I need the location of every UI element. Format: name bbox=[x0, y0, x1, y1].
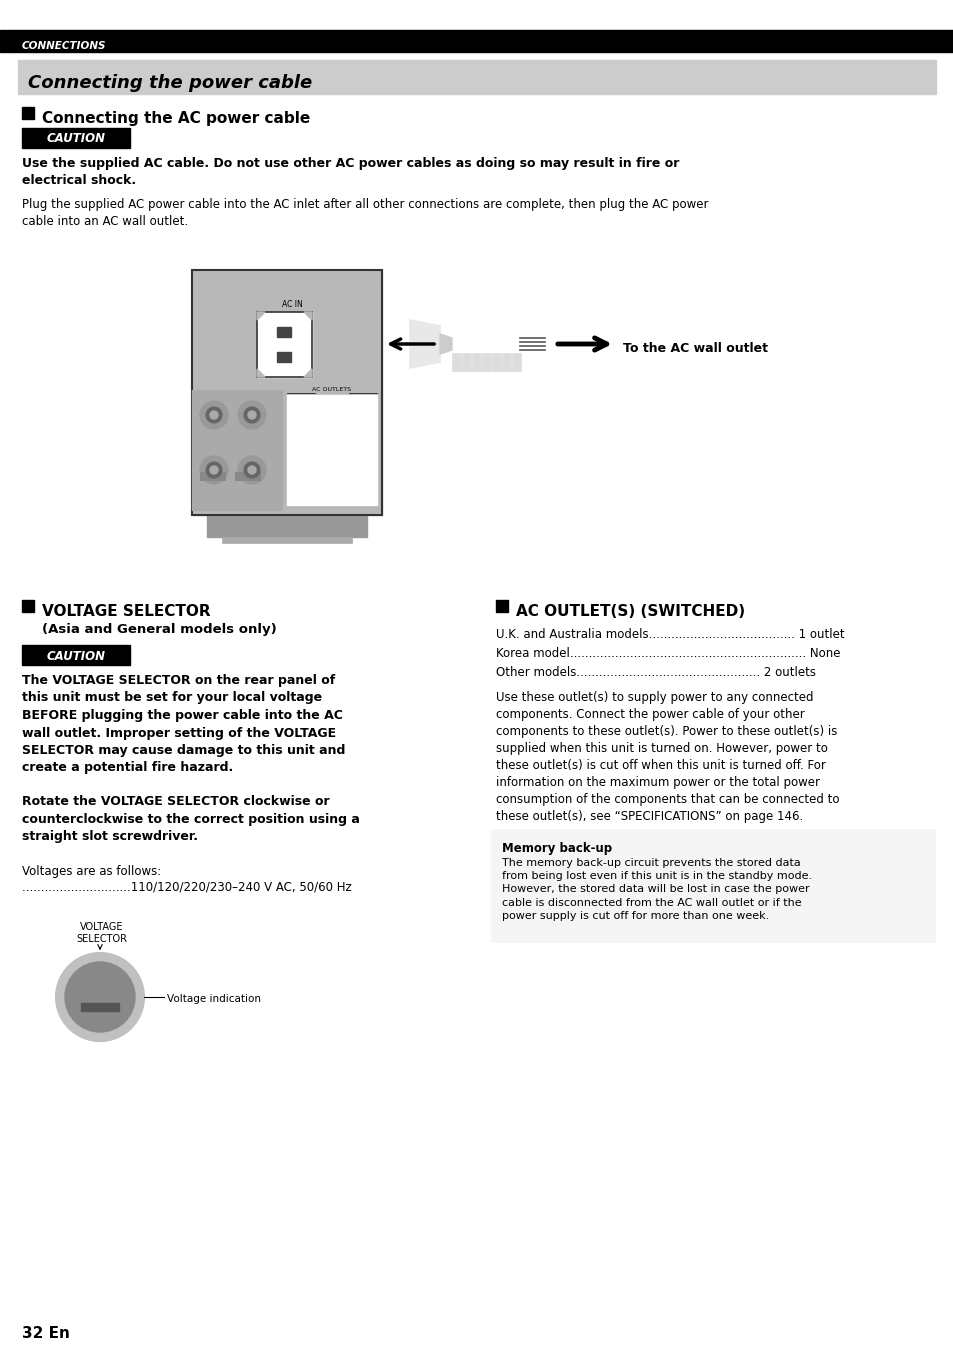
Circle shape bbox=[200, 456, 228, 484]
Text: Memory back-up: Memory back-up bbox=[501, 842, 612, 855]
Bar bbox=[452, 353, 460, 371]
Text: Rotate the VOLTAGE SELECTOR clockwise or
counterclockwise to the correct positio: Rotate the VOLTAGE SELECTOR clockwise or… bbox=[22, 795, 359, 842]
Bar bbox=[492, 830, 934, 942]
Bar bbox=[200, 472, 225, 480]
Circle shape bbox=[210, 411, 218, 419]
Text: AC OUTLETS: AC OUTLETS bbox=[313, 387, 351, 392]
Bar bbox=[276, 352, 291, 363]
Text: VOLTAGE
SELECTOR: VOLTAGE SELECTOR bbox=[76, 922, 128, 945]
Bar bbox=[481, 353, 491, 371]
Circle shape bbox=[237, 400, 266, 429]
Polygon shape bbox=[439, 334, 452, 355]
Polygon shape bbox=[256, 311, 265, 319]
Bar bbox=[192, 270, 381, 515]
Text: Voltage indication: Voltage indication bbox=[167, 993, 261, 1004]
Bar bbox=[22, 905, 262, 1070]
Bar bbox=[472, 353, 480, 371]
Text: 230–
240V: 230– 240V bbox=[90, 981, 111, 1000]
Text: To the AC wall outlet: To the AC wall outlet bbox=[622, 342, 767, 356]
Polygon shape bbox=[304, 369, 312, 377]
Polygon shape bbox=[256, 369, 265, 377]
Text: Plug the supplied AC power cable into the AC inlet after all other connections a: Plug the supplied AC power cable into th… bbox=[22, 198, 708, 228]
Text: Use the supplied AC cable. Do not use other AC power cables as doing so may resu: Use the supplied AC cable. Do not use ot… bbox=[22, 156, 679, 187]
Bar bbox=[512, 353, 520, 371]
Text: Korea model............................................................... None: Korea model.............................… bbox=[496, 647, 840, 661]
Text: CONNECTIONS: CONNECTIONS bbox=[22, 40, 107, 51]
Bar bbox=[22, 644, 130, 665]
Text: 32 En: 32 En bbox=[22, 1326, 70, 1341]
Circle shape bbox=[244, 407, 260, 423]
Text: Connecting the AC power cable: Connecting the AC power cable bbox=[42, 111, 310, 125]
Circle shape bbox=[248, 466, 255, 474]
Circle shape bbox=[244, 462, 260, 479]
Bar bbox=[0, 30, 953, 53]
Bar bbox=[287, 395, 376, 506]
Bar bbox=[18, 61, 935, 94]
Polygon shape bbox=[192, 270, 381, 515]
Bar bbox=[492, 353, 500, 371]
Text: CAUTION: CAUTION bbox=[47, 650, 106, 662]
Bar bbox=[234, 472, 260, 480]
Polygon shape bbox=[304, 311, 312, 319]
Text: VOLTAGE SELECTOR: VOLTAGE SELECTOR bbox=[42, 604, 211, 619]
Bar bbox=[222, 537, 352, 543]
Bar bbox=[276, 328, 291, 337]
Circle shape bbox=[206, 407, 222, 423]
Circle shape bbox=[56, 953, 144, 1041]
Text: Other models................................................. 2 outlets: Other models............................… bbox=[496, 666, 815, 679]
Bar bbox=[256, 311, 312, 377]
Bar bbox=[22, 106, 34, 119]
Polygon shape bbox=[410, 319, 439, 368]
Bar bbox=[192, 390, 282, 510]
Text: .............................110/120/220/230–240 V AC, 50/60 Hz: .............................110/120/220… bbox=[22, 882, 352, 894]
Circle shape bbox=[237, 456, 266, 484]
Circle shape bbox=[200, 400, 228, 429]
Circle shape bbox=[206, 462, 222, 479]
Text: AC IN: AC IN bbox=[281, 301, 302, 309]
Bar bbox=[22, 600, 34, 612]
Circle shape bbox=[65, 962, 135, 1033]
Bar bbox=[81, 1003, 119, 1011]
Bar bbox=[501, 353, 511, 371]
Text: The VOLTAGE SELECTOR on the rear panel of
this unit must be set for your local v: The VOLTAGE SELECTOR on the rear panel o… bbox=[22, 674, 345, 775]
Bar bbox=[234, 472, 260, 480]
Text: Use these outlet(s) to supply power to any connected
components. Connect the pow: Use these outlet(s) to supply power to a… bbox=[496, 692, 839, 824]
Text: CAUTION: CAUTION bbox=[47, 132, 106, 146]
Text: Voltages are as follows:: Voltages are as follows: bbox=[22, 865, 161, 878]
Bar bbox=[256, 311, 312, 377]
Text: (Asia and General models only): (Asia and General models only) bbox=[42, 624, 276, 636]
Bar bbox=[22, 128, 130, 148]
Bar bbox=[200, 472, 225, 480]
Circle shape bbox=[210, 466, 218, 474]
Bar bbox=[192, 270, 381, 515]
Circle shape bbox=[248, 411, 255, 419]
Bar bbox=[461, 353, 471, 371]
Text: U.K. and Australia models....................................... 1 outlet: U.K. and Australia models...............… bbox=[496, 628, 843, 642]
Text: The memory back-up circuit prevents the stored data
from being lost even if this: The memory back-up circuit prevents the … bbox=[501, 857, 811, 921]
Bar bbox=[207, 515, 367, 537]
Text: Connecting the power cable: Connecting the power cable bbox=[28, 74, 312, 92]
Bar bbox=[496, 600, 507, 612]
Text: AC OUTLET(S) (SWITCHED): AC OUTLET(S) (SWITCHED) bbox=[516, 604, 744, 619]
